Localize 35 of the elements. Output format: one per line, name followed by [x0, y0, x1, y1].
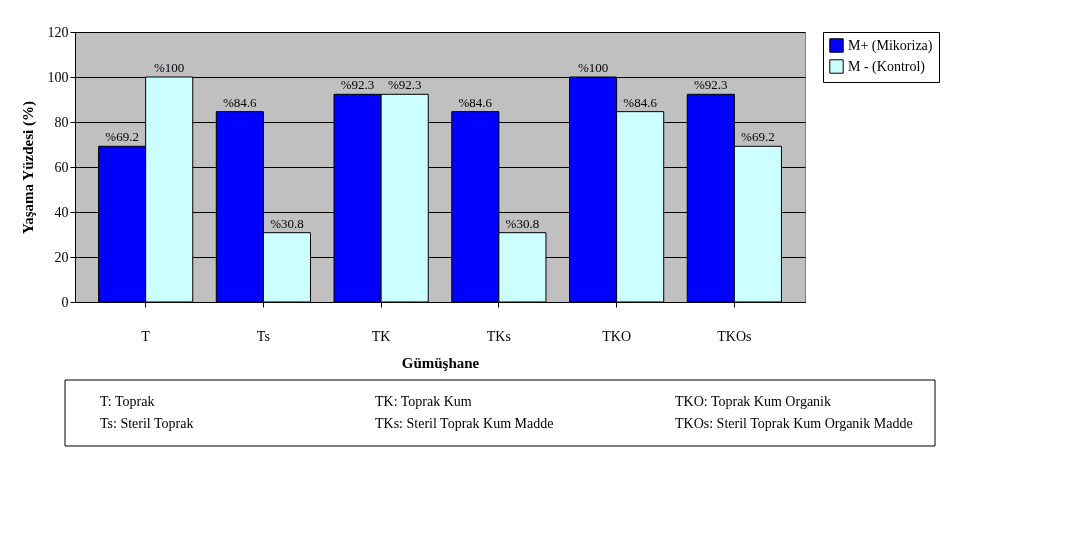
- y-tick-label: 100: [47, 69, 69, 85]
- x-tick-label: T: [141, 328, 151, 344]
- y-tick-label: 120: [47, 24, 69, 40]
- data-label: %30.8: [505, 215, 540, 231]
- data-label: %69.2: [105, 129, 139, 145]
- text: T: Toprak: [100, 394, 155, 409]
- text: TKs: Steril Toprak Kum Madde: [375, 416, 554, 431]
- text: TK: Toprak Kum: [375, 394, 472, 409]
- legend-label: M - (Kontrol): [848, 58, 926, 75]
- text: Ts: Steril Toprak: [100, 416, 194, 431]
- text: TKO: Toprak Kum Organik: [675, 394, 831, 409]
- y-tick-label: 0: [61, 294, 69, 310]
- data-label: %100: [154, 60, 185, 75]
- y-tick-label: 40: [54, 204, 69, 220]
- data-label: %30.8: [270, 215, 304, 231]
- x-tick-label: Ts: [256, 328, 270, 344]
- x-tick-label: TKO: [602, 328, 631, 344]
- data-label: %92.3: [694, 77, 728, 93]
- text: TKOs: Steril Toprak Kum Organik Madde: [675, 416, 913, 431]
- x-tick-label: TKs: [486, 328, 511, 344]
- data-label: %100: [577, 60, 609, 75]
- data-label: %92.3: [387, 77, 422, 93]
- data-label: %84.6: [458, 94, 493, 110]
- legend-label: M+ (Mikoriza): [848, 37, 933, 54]
- x-tick-label: TKOs: [717, 328, 752, 344]
- y-tick-label: 80: [54, 114, 69, 130]
- data-label: %92.3: [340, 77, 375, 93]
- x-tick-label: TK: [371, 328, 391, 344]
- data-label: %84.6: [623, 94, 658, 110]
- y-tick-label: 20: [54, 249, 69, 265]
- data-label: %69.2: [741, 129, 775, 145]
- y-tick-label: 60: [54, 159, 69, 175]
- y-axis-title: Yaşama Yüzdesi (%): [19, 101, 37, 234]
- x-axis-title: Gümüşhane: [401, 354, 480, 371]
- data-label: %84.6: [223, 94, 258, 110]
